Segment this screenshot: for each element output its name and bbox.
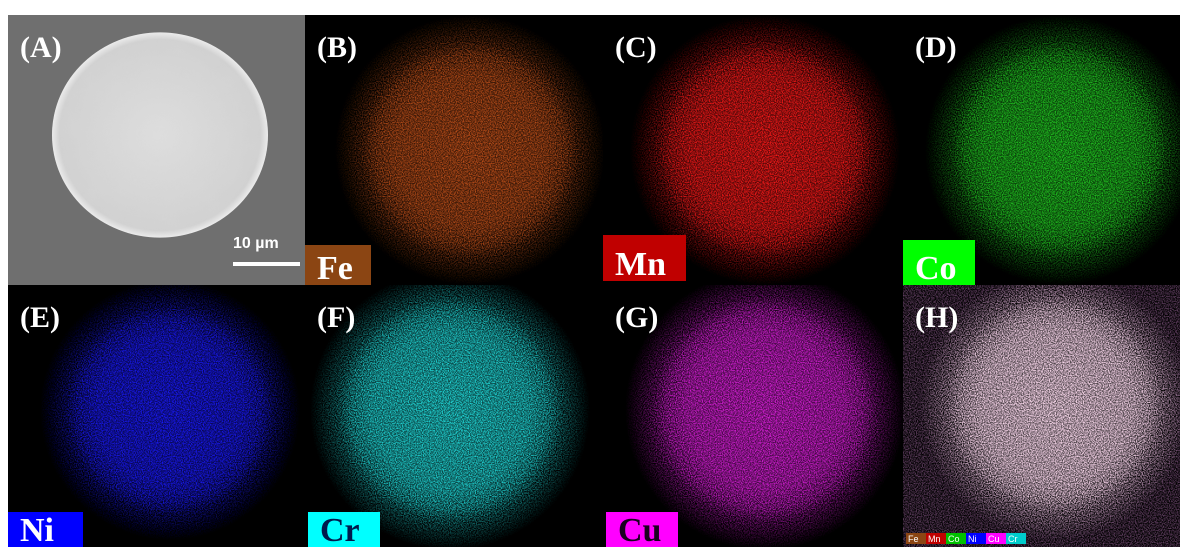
scale-bar-label: 10 µm	[233, 235, 279, 252]
panel: (A) 10 µm	[8, 15, 305, 285]
element-tag: Fe	[317, 250, 353, 287]
element-tag: Ni	[20, 512, 54, 547]
element-tag: Mn	[615, 246, 666, 283]
element-tag: Cu	[618, 512, 661, 547]
legend-label: Co	[948, 534, 960, 544]
panel-label: (A)	[20, 31, 62, 64]
panel: (C) Mn	[603, 15, 903, 285]
panel: (F) Cr	[305, 270, 603, 547]
element-glow	[657, 42, 873, 258]
legend-label: Mn	[928, 534, 941, 544]
panel: (E) Ni	[8, 280, 305, 547]
panel-label: (B)	[317, 31, 357, 64]
element-glow	[66, 306, 274, 514]
element-tag: Cr	[320, 512, 360, 547]
element-glow	[947, 297, 1163, 513]
scale-bar	[233, 262, 300, 266]
panel-label: (D)	[915, 31, 957, 64]
panel-label: (E)	[20, 301, 60, 334]
panel-label: (H)	[915, 301, 958, 334]
figure: (A)10 µm(B)Fe(C)Mn(D)Co(E)Ni(F)Cr(G)Cu(H…	[0, 0, 1188, 547]
legend-label: Cr	[1008, 534, 1018, 544]
panel: (H) Fe Mn Co Ni Cu Cr	[903, 270, 1188, 547]
panel: (D) Co	[903, 15, 1188, 287]
element-glow	[362, 42, 578, 258]
element-tag: Co	[915, 250, 957, 287]
legend-label: Cu	[988, 534, 1000, 544]
element-glow	[952, 42, 1168, 258]
legend-label: Ni	[968, 534, 977, 544]
map	[335, 15, 605, 285]
particle-texture	[52, 32, 268, 237]
legend-label: Fe	[908, 534, 919, 544]
map	[40, 280, 300, 540]
panel-label: (F)	[317, 301, 355, 334]
panel-label: (C)	[615, 31, 657, 64]
panel: (B) Fe	[305, 15, 605, 287]
map	[625, 270, 905, 547]
element-glow	[338, 298, 562, 522]
panel-label: (G)	[615, 301, 658, 334]
panel: (G) Cu	[603, 270, 905, 547]
element-glow	[653, 298, 877, 522]
